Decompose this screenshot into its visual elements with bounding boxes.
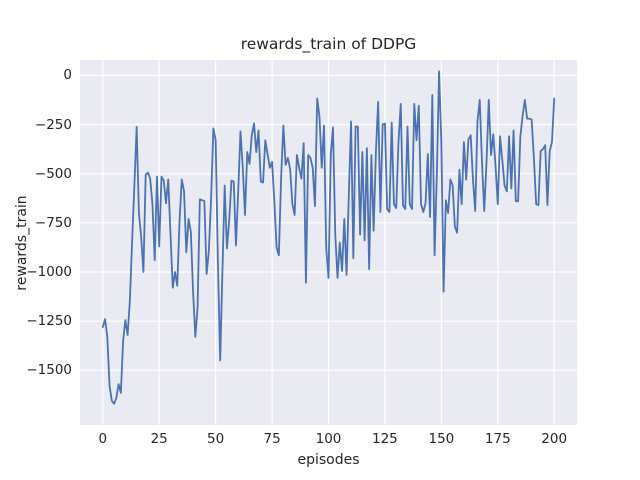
x-tick-label: 200	[541, 431, 568, 447]
x-tick-label: 150	[428, 431, 455, 447]
x-tick-label: 25	[150, 431, 168, 447]
x-tick-label: 100	[315, 431, 342, 447]
y-tick-label: −750	[34, 214, 72, 231]
y-axis-label: rewards_train	[14, 195, 30, 291]
y-tick-label: −1500	[26, 362, 72, 379]
x-tick-label: 125	[372, 431, 398, 447]
x-tick-label: 175	[484, 431, 511, 447]
x-tick-label: 50	[207, 431, 225, 447]
y-tick-label: −1250	[26, 313, 72, 330]
chart-title: rewards_train of DDPG	[240, 35, 417, 53]
y-tick-label: 0	[63, 67, 72, 84]
y-tick-label: −500	[34, 165, 72, 182]
x-tick-label: 0	[98, 431, 108, 447]
x-axis-label: episodes	[297, 452, 360, 468]
y-tick-label: −1000	[26, 264, 72, 280]
rewards-train-line	[101, 70, 556, 405]
y-tick-label: −250	[34, 116, 72, 133]
x-tick-label: 75	[263, 431, 281, 447]
